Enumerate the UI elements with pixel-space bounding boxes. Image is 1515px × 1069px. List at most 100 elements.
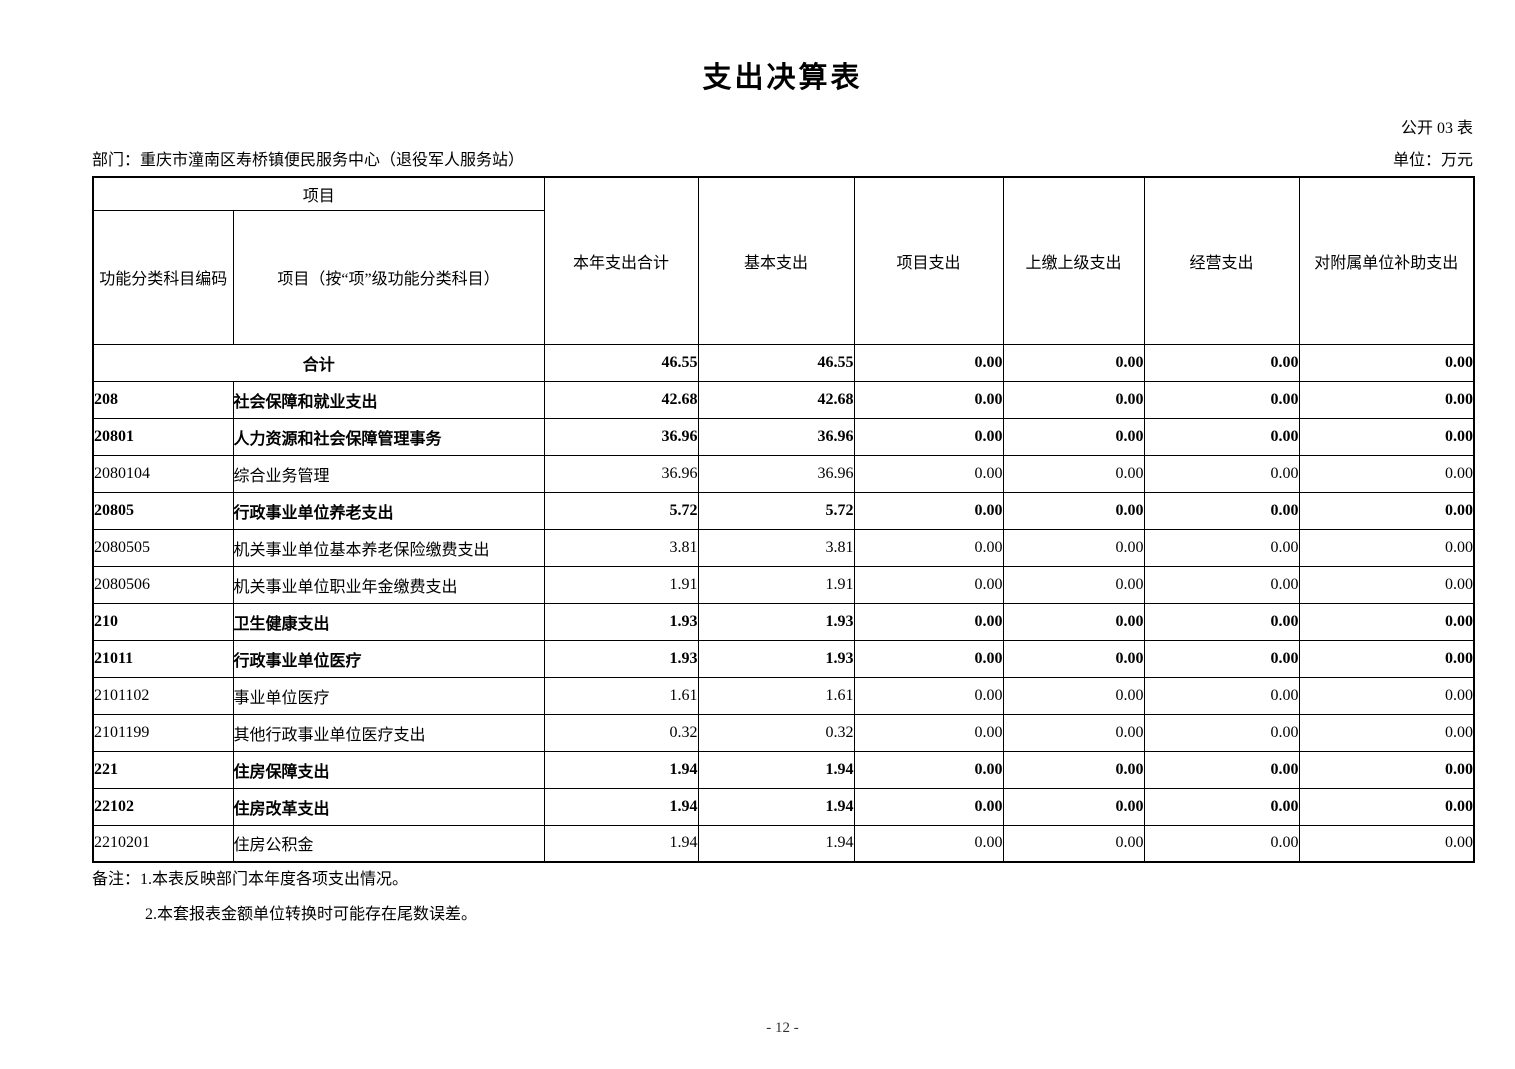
cell-project: 0.00 — [853, 528, 1004, 567]
cell-basic: 1.93 — [697, 639, 855, 678]
cell-code: 2080104 — [92, 454, 234, 493]
cell-basic: 1.93 — [697, 602, 855, 641]
cell-operating: 0.00 — [1143, 380, 1300, 419]
cell-name: 住房保障支出 — [232, 750, 545, 789]
cell-code: 20801 — [92, 417, 234, 456]
cell-name: 机关事业单位基本养老保险缴费支出 — [232, 528, 545, 567]
cell-subsidy: 0.00 — [1298, 602, 1475, 641]
cell-operating: 0.00 — [1143, 713, 1300, 752]
cell-basic: 42.68 — [697, 380, 855, 419]
cell-operating: 0.00 — [1143, 639, 1300, 678]
cell-total: 1.93 — [543, 639, 699, 678]
cell-name: 其他行政事业单位医疗支出 — [232, 713, 545, 752]
header-col-project-exp: 项目支出 — [853, 176, 1004, 345]
header-col-total: 本年支出合计 — [543, 176, 699, 345]
cell-basic: 1.94 — [697, 787, 855, 826]
cell-project: 0.00 — [853, 565, 1004, 604]
cell-code: 2210201 — [92, 824, 234, 863]
table-row: 221 住房保障支出 1.94 1.94 0.00 0.00 0.00 0.00 — [92, 750, 1475, 789]
cell-operating: 0.00 — [1143, 491, 1300, 530]
table-row: 2101199 其他行政事业单位医疗支出 0.32 0.32 0.00 0.00 0.00 0… — [92, 713, 1475, 752]
cell-upper: 0.00 — [1002, 639, 1145, 678]
cell-code: 208 — [92, 380, 234, 419]
cell-basic: 36.96 — [697, 454, 855, 493]
cell-name: 合计 — [92, 343, 545, 382]
cell-upper: 0.00 — [1002, 565, 1145, 604]
cell-basic: 1.61 — [697, 676, 855, 715]
cell-subsidy: 0.00 — [1298, 380, 1475, 419]
cell-subsidy: 0.00 — [1298, 713, 1475, 752]
table-row: 20805 行政事业单位养老支出 5.72 5.72 0.00 0.00 0.00 0.00 — [92, 491, 1475, 530]
cell-total: 3.81 — [543, 528, 699, 567]
cell-name: 机关事业单位职业年金缴费支出 — [232, 565, 545, 604]
cell-subsidy: 0.00 — [1298, 343, 1475, 382]
table-row: 2080104 综合业务管理 36.96 36.96 0.00 0.00 0.00 0.00 — [92, 454, 1475, 493]
cell-project: 0.00 — [853, 824, 1004, 863]
page-title: 支出决算表 — [702, 62, 863, 94]
cell-name: 住房改革支出 — [232, 787, 545, 826]
cell-project: 0.00 — [853, 380, 1004, 419]
cell-total: 0.32 — [543, 713, 699, 752]
cell-project: 0.00 — [853, 787, 1004, 826]
cell-upper: 0.00 — [1002, 824, 1145, 863]
table-row: 2101102 事业单位医疗 1.61 1.61 0.00 0.00 0.00 0.00 — [92, 676, 1475, 715]
cell-total: 1.93 — [543, 602, 699, 641]
cell-name: 住房公积金 — [232, 824, 545, 863]
cell-basic: 1.94 — [697, 750, 855, 789]
table-row: 2210201 住房公积金 1.94 1.94 0.00 0.00 0.00 0.00 — [92, 824, 1475, 863]
cell-subsidy: 0.00 — [1298, 417, 1475, 456]
cell-subsidy: 0.00 — [1298, 491, 1475, 530]
cell-basic: 1.94 — [697, 824, 855, 863]
table-row: 2080505 机关事业单位基本养老保险缴费支出 3.81 3.81 0.00 0.00 0… — [92, 528, 1475, 567]
note-line-2: 2.本套报表金额单位转换时可能存在尾数误差。 — [145, 906, 478, 923]
cell-name: 行政事业单位医疗 — [232, 639, 545, 678]
cell-operating: 0.00 — [1143, 528, 1300, 567]
page-number: - 12 - — [766, 1020, 799, 1036]
cell-operating: 0.00 — [1143, 676, 1300, 715]
table-row: 20801 人力资源和社会保障管理事务 36.96 36.96 0.00 0.00 0.00… — [92, 417, 1475, 456]
table-row: 21011 行政事业单位医疗 1.93 1.93 0.00 0.00 0.00 0.00 — [92, 639, 1475, 678]
cell-subsidy: 0.00 — [1298, 454, 1475, 493]
cell-subsidy: 0.00 — [1298, 639, 1475, 678]
cell-upper: 0.00 — [1002, 454, 1145, 493]
cell-upper: 0.00 — [1002, 602, 1145, 641]
cell-code: 210 — [92, 602, 234, 641]
cell-project: 0.00 — [853, 602, 1004, 641]
cell-code: 2101199 — [92, 713, 234, 752]
note-line-1: 备注：1.本表反映部门本年度各项支出情况。 — [92, 871, 409, 888]
cell-total: 1.94 — [543, 787, 699, 826]
header-col-upper: 上缴上级支出 — [1002, 176, 1145, 345]
table-row: 22102 住房改革支出 1.94 1.94 0.00 0.00 0.00 0.00 — [92, 787, 1475, 826]
cell-basic: 36.96 — [697, 417, 855, 456]
cell-basic: 0.32 — [697, 713, 855, 752]
cell-operating: 0.00 — [1143, 417, 1300, 456]
cell-project: 0.00 — [853, 676, 1004, 715]
cell-upper: 0.00 — [1002, 528, 1145, 567]
cell-operating: 0.00 — [1143, 787, 1300, 826]
cell-total: 36.96 — [543, 454, 699, 493]
unit-label: 单位：万元 — [1392, 152, 1473, 169]
cell-code: 2080506 — [92, 565, 234, 604]
cell-upper: 0.00 — [1002, 491, 1145, 530]
cell-basic: 1.91 — [697, 565, 855, 604]
cell-code: 2080505 — [92, 528, 234, 567]
cell-subsidy: 0.00 — [1298, 528, 1475, 567]
cell-project: 0.00 — [853, 417, 1004, 456]
cell-subsidy: 0.00 — [1298, 676, 1475, 715]
meta-row: 部门：重庆市潼南区寿桥镇便民服务中心（退役军人服务站） 单位：万元 — [92, 146, 1473, 170]
cell-total: 46.55 — [543, 343, 699, 382]
table-row: 合计 46.55 46.55 0.00 0.00 0.00 0.00 — [92, 343, 1475, 382]
cell-operating: 0.00 — [1143, 343, 1300, 382]
cell-name: 事业单位医疗 — [232, 676, 545, 715]
cell-name: 社会保障和就业支出 — [232, 380, 545, 419]
cell-upper: 0.00 — [1002, 343, 1145, 382]
header-col-code: 功能分类科目编码 — [92, 209, 234, 345]
cell-total: 1.94 — [543, 750, 699, 789]
cell-total: 36.96 — [543, 417, 699, 456]
cell-operating: 0.00 — [1143, 454, 1300, 493]
table-tag: 公开 03 表 — [1400, 120, 1473, 137]
cell-project: 0.00 — [853, 713, 1004, 752]
table-body: 合计 46.55 46.55 0.00 0.00 0.00 0.00 208 社会保障和就业支出… — [92, 343, 1475, 863]
header-group-project: 项目 — [92, 176, 545, 211]
